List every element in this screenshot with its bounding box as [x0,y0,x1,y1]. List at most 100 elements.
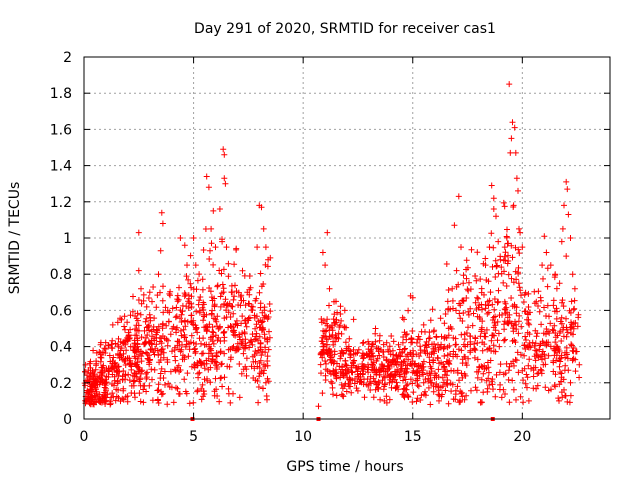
data-point [248,338,255,345]
data-point [564,355,571,362]
data-point [176,284,182,291]
data-point [357,378,364,385]
data-point [115,352,121,359]
data-point [119,376,126,383]
data-point [459,374,466,381]
data-point [107,398,113,405]
data-point [187,339,194,346]
data-point [404,381,411,388]
data-point [122,394,129,400]
data-point [119,339,126,346]
data-point [361,352,368,359]
data-point [390,338,397,345]
data-point [88,386,95,393]
data-point [523,371,530,378]
data-point [382,381,388,387]
data-point [255,337,261,344]
data-point [387,374,394,381]
data-point [354,349,361,356]
data-point [490,195,497,202]
data-point [320,340,327,347]
data-point [515,280,522,287]
data-point [467,341,474,348]
data-point [339,385,346,392]
data-point [116,368,123,375]
data-point [201,313,207,320]
data-point [118,345,125,352]
data-point [534,382,541,389]
data-point [220,285,227,292]
data-point [410,347,416,354]
data-point [558,352,565,359]
data-point [465,287,472,294]
data-point [337,311,344,317]
data-point [253,330,260,337]
data-point [524,374,531,381]
data-point [473,277,480,284]
data-point [145,295,152,301]
data-point [509,338,516,344]
data-point [105,365,112,372]
data-point [266,334,273,341]
data-point [195,301,202,308]
data-point [177,327,184,334]
data-point [489,332,496,339]
data-point [238,370,245,377]
data-point [188,293,195,300]
data-point [163,322,170,329]
data-point [543,249,550,256]
data-point [370,353,377,360]
data-point [324,229,331,236]
data-point [262,344,269,351]
data-point [254,363,261,370]
data-point [511,124,518,131]
data-point [542,384,549,391]
data-point [444,352,451,359]
data-point [141,383,148,389]
data-point [105,342,112,349]
data-point [526,331,533,338]
data-point [233,246,240,253]
data-point [120,385,127,392]
data-point [172,357,179,364]
data-point [322,358,329,364]
data-point [530,385,537,392]
data-point [417,343,424,350]
data-point [533,347,540,354]
data-point [473,387,480,394]
data-point [359,340,366,347]
data-point [266,301,273,307]
data-point [258,204,265,211]
data-point [543,342,550,349]
data-point [230,331,237,338]
data-point [104,391,111,398]
data-point [445,400,452,407]
data-point [509,254,516,261]
data-point [111,377,118,384]
data-point [262,379,269,386]
data-point [409,328,416,334]
data-point [565,211,572,218]
data-point [416,336,423,343]
data-point [522,346,529,352]
data-point [264,358,271,364]
data-point [504,320,511,327]
data-point [449,297,456,304]
data-point [517,287,524,294]
data-point [474,374,481,381]
data-point [219,383,226,390]
data-point [469,322,476,329]
data-point [544,265,551,272]
data-point [232,282,238,289]
data-point [547,262,554,269]
data-point [218,290,225,297]
data-point [214,337,221,344]
data-point [386,396,393,403]
data-point [373,345,380,352]
data-point [532,340,539,347]
data-point [151,366,158,373]
data-point [430,345,437,352]
y-tick-label: 1.6 [50,122,72,138]
data-point [83,372,90,379]
y-tick-label: 1 [63,231,72,247]
